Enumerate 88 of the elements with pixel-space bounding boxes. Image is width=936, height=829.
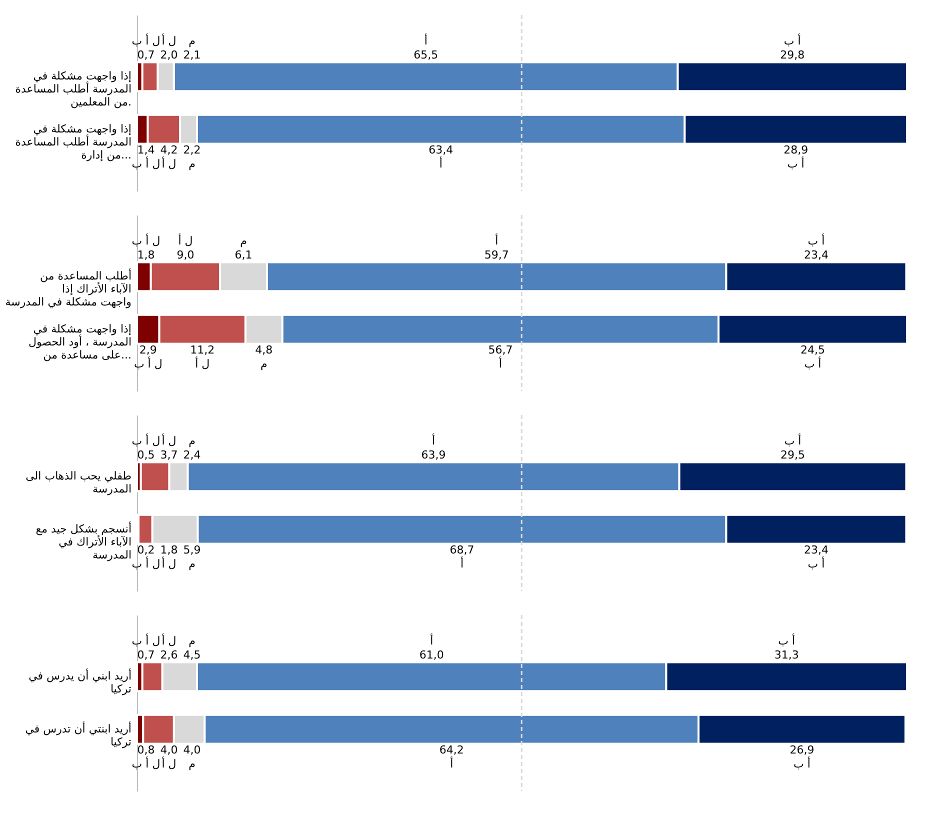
series-label: ل أ ب [132,156,160,171]
data-label: 2,2 [183,144,201,157]
series-label: أ ب [808,556,825,571]
data-label: 63,9 [421,448,446,462]
data-label: 63,4 [428,144,454,157]
data-label: 26,9 [790,744,814,757]
y-tick-label: أنسجم بشكل جيد مع الآباء الأتراك في المدرسة [36,521,132,562]
text: م [188,34,196,48]
data-label: 23,4 [804,248,828,262]
data-label: 9,0 [176,248,194,262]
series-label: ل أ ب [134,356,162,371]
data-label: 5,9 [183,544,201,557]
data-label: 0,7 [137,648,155,662]
series-label: أ [498,356,502,371]
text: أ ب [784,434,802,448]
data-label: 4,8 [255,344,273,357]
series-label: ل أ [162,433,176,448]
data-label: 29,5 [780,448,806,462]
data-label: 1,4 [137,144,155,157]
y-tick-label: طفلي يحب الذهاب الى المدرسة [26,470,132,496]
text: أ ب [784,34,801,48]
data-label: 11,2 [190,344,215,357]
data-label: 1,8 [137,248,155,262]
y-tick-label: أطلب المساعدة من الآباء الأتراك إذا واجهت مشكلة في المدرسة [5,268,132,309]
series-label: أ [460,556,464,571]
text: م [188,634,196,648]
data-label: 2,1 [183,48,201,62]
data-label: 2,4 [183,448,201,462]
y-tick-label: أريد ابنتي أن تدرس في تركيا [25,721,132,748]
data-label: 56,7 [488,344,513,357]
text: أ ب [808,234,825,248]
series-label: ل أ [162,756,176,771]
text: أ [432,434,436,448]
data-label: 23,4 [804,544,828,557]
series-label: أ ب [804,356,822,371]
data-label: 4,5 [183,648,201,662]
y-tick-label: أريد ابني أن يدرس في تركيا [28,668,132,696]
text: م [188,434,196,448]
text: ل أ ب [132,434,160,448]
series-label: ل أ ب [132,756,160,771]
text: ل أ [178,234,193,248]
series-label: أ ب [787,156,804,171]
series-label: أ [450,756,454,771]
data-label: 6,1 [234,248,252,262]
data-label: 68,7 [450,544,474,557]
series-label: م [188,758,196,771]
data-label: 31,3 [774,648,799,662]
text: ل أ ب [132,234,160,248]
data-label: 0,5 [137,448,155,462]
text: أ [430,634,434,648]
data-label: 29,8 [780,48,805,62]
data-label: 4,0 [160,744,178,757]
data-label: 64,2 [439,744,464,757]
y-tick-label: إذا واجهت مشكلة في المدرسة أطلب المساعدة من إدارة... [15,122,132,162]
text: ل أ ب [132,634,160,648]
data-label: 4,0 [183,744,201,757]
series-label: ل أ [162,156,176,171]
data-label: 2,6 [160,648,178,662]
data-label: 28,9 [784,144,808,157]
data-label: 1,8 [160,544,178,557]
text: ل أ ب [132,34,160,48]
data-label: 3,7 [160,448,178,462]
data-label: 0,8 [137,744,155,757]
data-label: 2,0 [160,48,178,62]
text: م [240,234,247,248]
series-label: ل أ ب [132,556,160,571]
series-label: ل أ [195,356,210,371]
text: أ [495,234,498,248]
data-label: 59,7 [484,248,509,262]
series-label: م [188,558,196,571]
y-tick-label: إذا واجهت مشكلة في المدرسة ، أود الحصول على مساعدة من... [28,322,132,362]
data-label: 0,2 [137,544,155,557]
text: ل أ [162,558,176,571]
series-label: م [260,358,268,371]
text: أ [424,34,428,48]
y-tick-label: إذا واجهت مشكلة في المدرسة أطلب المساعدة من المعلمين. [15,70,132,109]
series-label: م [188,158,196,171]
data-label: 65,5 [414,48,438,62]
text: ل أ [162,634,176,648]
series-label: أ [439,156,442,171]
data-label: 4,2 [160,144,178,157]
data-label: 61,0 [419,648,444,662]
data-label: 2,9 [139,344,157,357]
series-label: أ ب [794,756,810,771]
data-label: 24,5 [800,344,826,357]
text: ل أ [162,34,176,48]
data-label: 0,7 [137,48,155,62]
text: أ ب [778,634,796,648]
